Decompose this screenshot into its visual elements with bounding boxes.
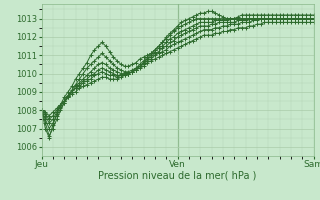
X-axis label: Pression niveau de la mer( hPa ): Pression niveau de la mer( hPa ) bbox=[99, 171, 257, 181]
